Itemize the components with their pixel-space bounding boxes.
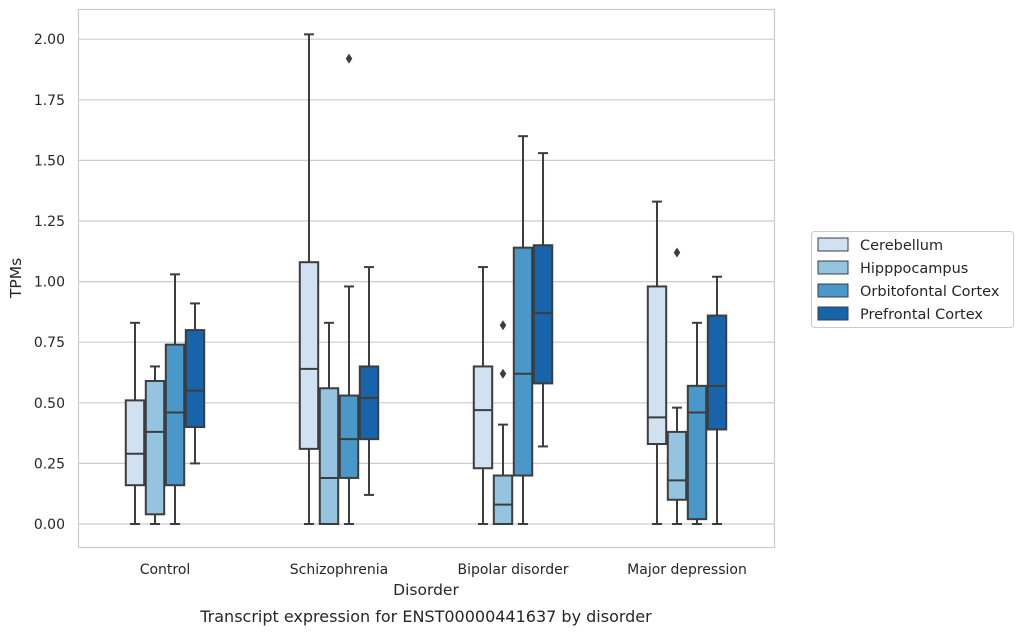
y-tick-label: 0.75 [34,335,65,351]
box-cerebellum [646,200,668,525]
iqr-box [318,387,340,526]
legend-swatch [817,283,849,298]
iqr-box [472,365,494,470]
y-tick-label: 1.00 [34,275,65,291]
iqr-box [646,285,668,446]
iqr-box [144,379,166,516]
box-plot-series [124,33,728,526]
iqr-box [338,394,360,479]
box-prefrontal-cortex [184,302,206,465]
box-prefrontal-cortex [706,275,728,525]
y-tick-label: 0.00 [34,517,65,533]
box-hipppocampus [318,321,340,526]
outlier-point [499,320,507,331]
y-tick-label: 1.75 [34,93,65,109]
iqr-box [666,430,688,501]
outlier-point [345,53,353,64]
legend: Cerebellum Hipppocampus Orbitofontal Corte… [811,231,1014,328]
plot-frame [77,8,776,549]
iqr-box [512,246,534,477]
y-tick-label: 0.50 [34,396,65,412]
box-hipppocampus [666,247,688,525]
legend-label: Prefrontal Cortex [860,307,983,323]
iqr-box [492,474,514,525]
box-cerebellum [298,33,320,525]
x-tick-label: Major depression [627,562,747,578]
y-axis-label: TPMs [7,258,25,299]
y-tick-label: 1.25 [34,214,65,230]
outlier-point [673,247,681,258]
iqr-box [184,329,206,429]
iqr-box [358,365,380,441]
y-axis-ticks: 0.00 0.25 0.50 0.75 1.00 1.25 1.50 1.75 2.00 [34,32,65,533]
box-orbitofontal-cortex [164,273,186,525]
legend-frame [811,231,1014,328]
legend-swatch [817,237,849,252]
box-orbitofontal-cortex [338,53,360,525]
x-axis-ticks: Control Schizophrenia Bipolar disorder Majo… [140,562,747,578]
iqr-box [532,244,554,385]
iqr-box [298,261,320,450]
iqr-box [124,399,146,487]
outlier-point [499,368,507,379]
box-hipppocampus [492,320,514,525]
box-hipppocampus [144,365,166,525]
legend-swatch [817,306,849,321]
x-axis-label: Disorder [393,581,459,599]
x-tick-label: Bipolar disorder [457,562,568,578]
iqr-box [686,384,708,521]
box-prefrontal-cortex [532,152,554,448]
box-prefrontal-cortex [358,266,380,496]
legend-swatch [817,260,849,275]
y-tick-label: 2.00 [34,32,65,48]
box-orbitofontal-cortex [512,135,534,525]
figure-caption: Transcript expression for ENST0000044163… [199,607,652,626]
iqr-box [706,314,728,431]
y-tick-label: 0.25 [34,456,65,472]
box-cerebellum [472,266,494,525]
legend-label: Cerebellum [860,238,943,254]
legend-label: Hipppocampus [860,261,968,277]
legend-label: Orbitofontal Cortex [860,284,1000,300]
x-tick-label: Control [140,562,191,578]
y-tick-label: 1.50 [34,153,65,169]
box-cerebellum [124,321,146,525]
x-tick-label: Schizophrenia [290,562,388,578]
iqr-box [164,343,186,487]
box-orbitofontal-cortex [686,321,708,525]
